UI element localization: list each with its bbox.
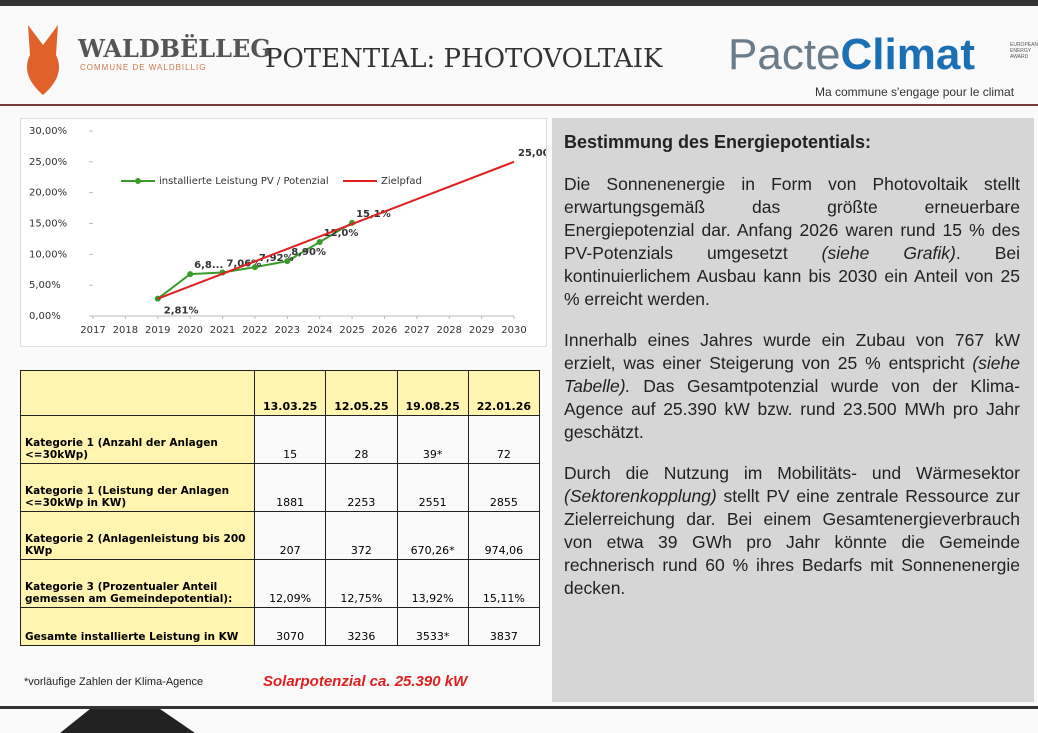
- row-label: Kategorie 1 (Anzahl der Anlagen <=30kWp): [21, 416, 255, 464]
- logo-name: WALDBËLLEG: [78, 34, 271, 63]
- table-cell: 39*: [397, 416, 468, 464]
- x-tick-label: 2029: [469, 325, 494, 336]
- row-label: Kategorie 1 (Leistung der Anlagen <=30kW…: [21, 464, 255, 512]
- text-run: (siehe Grafik): [822, 243, 956, 263]
- legend-marker: [135, 178, 141, 184]
- table-cell: 2551: [397, 464, 468, 512]
- y-tick-label: 30,00%: [29, 126, 67, 137]
- footnote: *vorläufige Zahlen der Klima-Agence: [24, 676, 203, 688]
- table-cell: 12,75%: [326, 560, 397, 608]
- x-tick-label: 2021: [210, 325, 235, 336]
- text-run: (Sektorenkopplung): [564, 486, 717, 506]
- logo-sub: COMMUNE DE WALDBILLIG: [80, 63, 207, 72]
- slide-title: POTENTIAL: PHOTOVOLTAIK: [265, 44, 662, 74]
- logo-fox: [18, 20, 68, 100]
- panel-heading: Bestimmung des Energiepotentials:: [564, 132, 1020, 153]
- legend-label: Zielpfad: [381, 176, 422, 187]
- x-tick-label: 2017: [80, 325, 105, 336]
- row-label: Kategorie 2 (Anlagenleistung bis 200 KWp: [21, 512, 255, 560]
- table-row: Kategorie 1 (Leistung der Anlagen <=30kW…: [21, 464, 540, 512]
- table-cell: 28: [326, 416, 397, 464]
- table-cell: 207: [255, 512, 326, 560]
- point: [252, 264, 258, 270]
- x-tick-label: 2028: [437, 325, 462, 336]
- x-tick-label: 2023: [275, 325, 300, 336]
- frame-top: [0, 0, 1038, 6]
- y-tick-label: 5,00%: [29, 280, 61, 291]
- y-tick-label: 0,00%: [29, 311, 61, 322]
- y-tick-label: 25,00%: [29, 157, 67, 168]
- x-tick-label: 2027: [404, 325, 429, 336]
- x-tick-label: 2025: [339, 325, 364, 336]
- table-row: Kategorie 3 (Prozentualer Anteil gemesse…: [21, 560, 540, 608]
- column-header: 13.03.25: [255, 371, 326, 416]
- text-panel: Bestimmung des Energiepotentials: Die So…: [552, 118, 1034, 702]
- x-tick-label: 2026: [372, 325, 397, 336]
- data-label: 25,00%: [518, 148, 547, 159]
- data-label: 2,81%: [164, 306, 199, 317]
- chart: 0,00% 5,00% 10,00% 15,00% 20,00% 25,00% 30,00%…: [20, 118, 547, 347]
- table-cell: 974,06: [468, 512, 539, 560]
- table-cell: 15: [255, 416, 326, 464]
- text-run: Das Gesamtpotenzial wurde von der Klima-…: [564, 376, 1020, 442]
- table-cell: 3837: [468, 608, 539, 646]
- y-tick-label: 15,00%: [29, 219, 67, 230]
- brand: PacteClimat: [728, 30, 975, 80]
- award: EUROPEAN ENERGY AWARD: [1010, 42, 1036, 60]
- paragraph: Durch die Nutzung im Mobilitäts- und Wär…: [564, 462, 1020, 600]
- x-tick-label: 2020: [177, 325, 202, 336]
- column-header: 12.05.25: [326, 371, 397, 416]
- table-cell: 12,09%: [255, 560, 326, 608]
- text-run: Durch die Nutzung im Mobilitäts- und Wär…: [564, 463, 1020, 483]
- column-header: 22.01.26: [468, 371, 539, 416]
- paragraph: Die Sonnenenergie in Form von Photovolta…: [564, 173, 1020, 311]
- column-header: 19.08.25: [397, 371, 468, 416]
- table-cell: 1881: [255, 464, 326, 512]
- monitor-stand: [0, 709, 1038, 733]
- y-tick-label: 20,00%: [29, 188, 67, 199]
- table-row: Kategorie 1 (Anzahl der Anlagen <=30kWp)…: [21, 416, 540, 464]
- brand-b: Climat: [841, 30, 975, 79]
- corner-cell: [21, 371, 255, 416]
- x-tick-label: 2018: [113, 325, 138, 336]
- point: [317, 239, 323, 245]
- highlight: Solarpotenzial ca. 25.390 kW: [263, 673, 467, 690]
- table-cell: 72: [468, 416, 539, 464]
- table-cell: 670,26*: [397, 512, 468, 560]
- x-tick-label: 2019: [145, 325, 170, 336]
- brand-a: Pacte: [728, 30, 841, 79]
- table-cell: 13,92%: [397, 560, 468, 608]
- legend-label: installierte Leistung PV / Potenzial: [159, 176, 329, 187]
- table-cell: 372: [326, 512, 397, 560]
- table-cell: 2253: [326, 464, 397, 512]
- table-cell: 3533*: [397, 608, 468, 646]
- point: [284, 258, 290, 264]
- point: [187, 271, 193, 277]
- text-run: Innerhalb eines Jahres wurde ein Zubau v…: [564, 330, 1020, 373]
- data-label: 8,90%: [291, 247, 326, 258]
- page: WALDBËLLEG COMMUNE DE WALDBILLIG POTENTI…: [0, 0, 1038, 733]
- x-tick-label: 2030: [501, 325, 526, 336]
- table-cell: 2855: [468, 464, 539, 512]
- table-cell: 15,11%: [468, 560, 539, 608]
- table-row: Kategorie 2 (Anlagenleistung bis 200 KWp…: [21, 512, 540, 560]
- brand-tag: Ma commune s'engage pour le climat: [815, 85, 1014, 99]
- row-label: Gesamte installierte Leistung in KW: [21, 608, 255, 646]
- header-rule: [0, 104, 1038, 106]
- paragraph: Innerhalb eines Jahres wurde ein Zubau v…: [564, 329, 1020, 444]
- data-label: 6,8...: [194, 260, 223, 271]
- table-cell: 3070: [255, 608, 326, 646]
- x-tick-label: 2022: [242, 325, 267, 336]
- table-cell: 3236: [326, 608, 397, 646]
- row-label: Kategorie 3 (Prozentualer Anteil gemesse…: [21, 560, 255, 608]
- y-tick-label: 10,00%: [29, 249, 67, 260]
- x-tick-label: 2024: [307, 325, 332, 336]
